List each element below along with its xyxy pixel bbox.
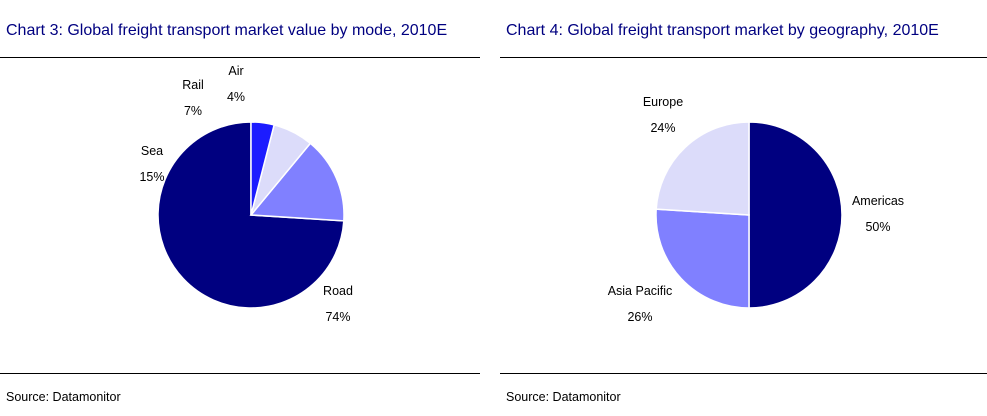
slice-value-air: 4% <box>227 90 245 104</box>
chart-4-top-rule <box>500 57 987 58</box>
chart-4-title: Chart 4: Global freight transport market… <box>506 22 939 39</box>
slice-value-americas: 50% <box>865 220 890 234</box>
slice-value-road: 74% <box>325 310 350 324</box>
chart-3-title: Chart 3: Global freight transport market… <box>6 22 448 39</box>
pie-slice-europe <box>655 121 750 216</box>
chart-3-bottom-rule <box>0 373 480 374</box>
slice-label-road: Road <box>323 284 353 298</box>
slice-value-rail: 7% <box>184 104 202 118</box>
slice-label-americas: Americas <box>852 194 904 208</box>
chart-4-pie: Americas 50% Asia Pacific 26% Europe 24% <box>608 95 904 324</box>
slice-value-asia-pacific: 26% <box>627 310 652 324</box>
pie-slice-sea <box>249 142 345 222</box>
slice-label-europe: Europe <box>643 95 683 109</box>
chart-3-pie: Road 74% Sea 15% Rail 7% Air 4% <box>139 64 353 324</box>
slice-label-air: Air <box>228 64 243 78</box>
chart-3-source: Source: Datamonitor <box>6 390 121 404</box>
pie-slice-air <box>250 121 276 216</box>
slice-label-rail: Rail <box>182 78 204 92</box>
chart-4-bottom-rule <box>500 373 987 374</box>
chart-4-source: Source: Datamonitor <box>506 390 621 404</box>
pie-slice-asia-pacific <box>655 208 750 309</box>
chart-3-panel: Chart 3: Global freight transport market… <box>0 0 480 416</box>
slice-value-sea: 15% <box>139 170 164 184</box>
chart-4-panel: Chart 4: Global freight transport market… <box>500 0 987 416</box>
slice-value-europe: 24% <box>650 121 675 135</box>
pie-slice-americas <box>748 121 843 309</box>
slice-label-sea: Sea <box>141 144 163 158</box>
chart-3-top-rule <box>0 57 480 58</box>
slice-label-asia-pacific: Asia Pacific <box>608 284 673 298</box>
